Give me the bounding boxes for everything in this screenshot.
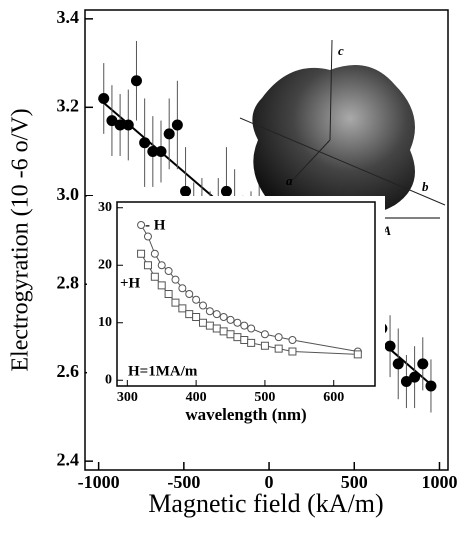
y-tick-label: 2.6 [57, 361, 80, 381]
inset-point [288, 336, 297, 344]
inset-x-tick-label: 300 [117, 390, 138, 405]
inset-point [143, 232, 152, 241]
inset-x-label: wavelength (nm) [185, 405, 306, 424]
inset-point [171, 275, 180, 284]
inset-point [171, 298, 180, 307]
inset-y-tick-label: 10 [98, 315, 112, 330]
y-tick-label: 3.4 [57, 7, 80, 27]
data-point [425, 380, 437, 392]
inset-point [185, 310, 194, 319]
data-point [417, 358, 429, 370]
data-point [130, 75, 142, 87]
inset-legend-label: - H [145, 217, 166, 233]
inset-point [199, 301, 207, 310]
x-tick-label: -500 [167, 472, 200, 492]
data-point [409, 371, 421, 383]
y-axis-label: Electrogyration (10 -6 o/V) [8, 108, 34, 371]
inset-point [233, 333, 242, 342]
inset-y-tick-label: 0 [105, 372, 112, 387]
inset-point [240, 321, 249, 330]
inset-point [240, 336, 249, 344]
y-tick-label: 3.0 [57, 184, 80, 204]
data-point [114, 119, 126, 131]
inset-point [143, 261, 152, 270]
inset-point [192, 295, 201, 304]
data-point [392, 358, 404, 370]
inset-point [192, 313, 201, 321]
inset-y-tick-label: 20 [98, 257, 112, 272]
data-point [220, 185, 232, 197]
x-tick-label: 1000 [421, 472, 457, 492]
data-point [106, 115, 118, 127]
data-point [384, 340, 396, 352]
data-point [122, 119, 134, 131]
crystal-image [239, 39, 446, 219]
inset-frame [116, 201, 376, 387]
data-point [171, 119, 183, 131]
inset-point [199, 318, 207, 327]
inset-point [150, 249, 159, 258]
inset-point [219, 327, 228, 336]
inset-point [137, 249, 146, 258]
axis-c: c [338, 43, 344, 58]
inset-point [164, 290, 173, 298]
inset-point [205, 321, 214, 330]
x-tick-label: -1000 [78, 472, 120, 492]
data-point [163, 128, 175, 140]
data-point [400, 376, 412, 388]
data-point [147, 146, 159, 158]
inset-background [87, 196, 385, 430]
inset-point [157, 261, 166, 270]
inset-point [233, 318, 242, 327]
inset-point [288, 347, 297, 356]
data-point [180, 185, 192, 197]
data-point [98, 92, 110, 104]
inset-note: H=1MA/m [128, 363, 198, 379]
y-tick-label: 2.4 [57, 449, 80, 469]
inset-point [247, 338, 256, 347]
y-tick-label: 3.2 [57, 95, 80, 115]
x-axis-label: Magnetic field (kA/m) [148, 489, 383, 518]
inset-point [150, 272, 159, 281]
data-point [155, 146, 167, 158]
inset-x-tick-label: 500 [254, 390, 275, 405]
inset-point [157, 281, 166, 290]
axis-b: b [422, 179, 429, 194]
inset-point [260, 341, 269, 350]
inset-point [212, 324, 221, 333]
inset-legend-label: +H [120, 275, 141, 291]
inset-point [219, 313, 228, 321]
y-tick-label: 2.8 [57, 272, 80, 292]
inset-point [260, 330, 269, 339]
inset-y-tick-label: 30 [98, 200, 112, 215]
inset-point [205, 307, 214, 316]
inset-point [178, 304, 187, 313]
inset-point [185, 290, 194, 298]
inset-point [178, 284, 187, 293]
inset-point [353, 350, 362, 359]
inset-point [274, 333, 283, 342]
inset-point [274, 344, 283, 353]
plot-frame [84, 9, 449, 471]
inset-x-tick-label: 400 [186, 390, 207, 405]
axis-a: a [286, 173, 293, 188]
inset-x-tick-label: 600 [323, 390, 344, 405]
x-tick-label: 0 [265, 472, 274, 492]
inset-point [247, 324, 256, 333]
inset-point [137, 221, 146, 229]
x-tick-label: 500 [341, 472, 368, 492]
inset-point [212, 310, 221, 319]
data-point [139, 137, 151, 149]
inset-point [164, 267, 173, 275]
inset-point [226, 315, 235, 324]
inset-point [226, 330, 235, 339]
